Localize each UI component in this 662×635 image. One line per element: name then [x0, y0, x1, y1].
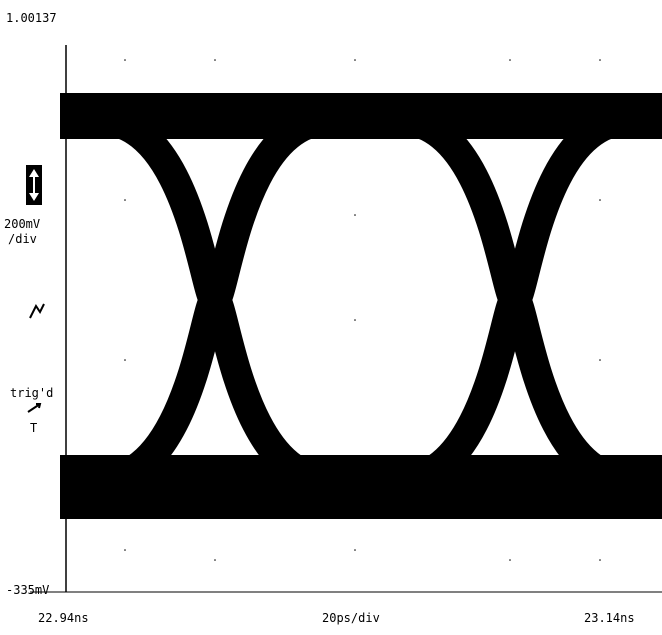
scale-unit: /div [8, 232, 37, 246]
trigger-marker: T [30, 421, 37, 435]
bottom-label: -335mV [6, 583, 49, 597]
grid-dots [124, 59, 601, 561]
eye-diagram [60, 93, 662, 519]
x-end: 23.14ns [584, 611, 635, 625]
trigger-icon [29, 303, 45, 319]
x-scale: 20ps/div [322, 611, 380, 625]
trigger-status: trig'd [10, 386, 53, 400]
trigger-arrow [27, 403, 42, 413]
scale-icon [26, 165, 42, 205]
x-start: 22.94ns [38, 611, 89, 625]
top-label: 1.00137 [6, 11, 57, 25]
scale-value: 200mV [4, 217, 40, 231]
